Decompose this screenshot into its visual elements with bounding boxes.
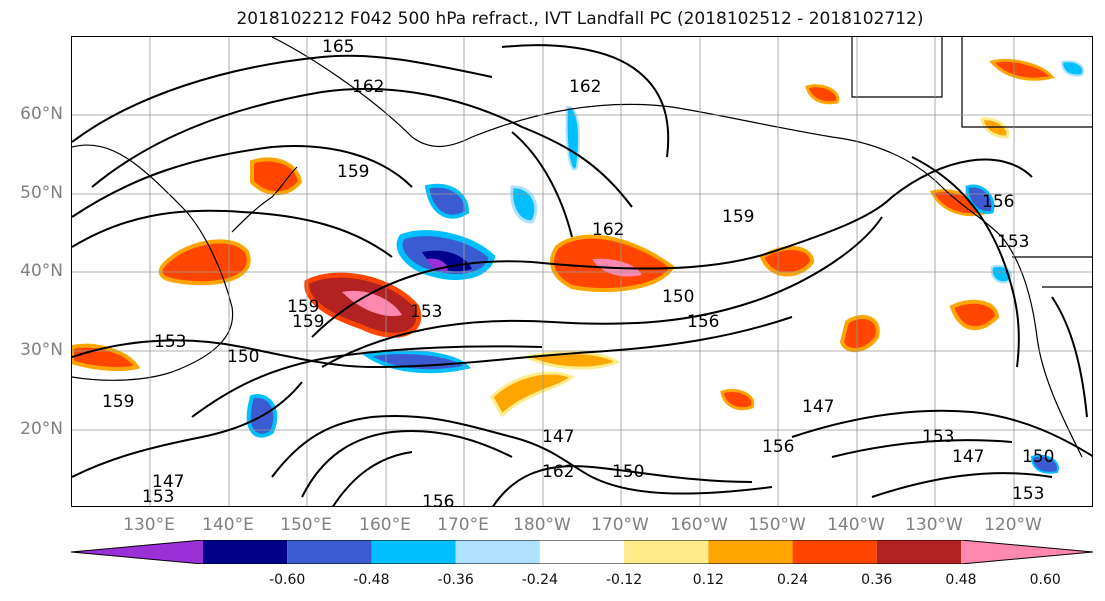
- anomaly-positive: [342, 290, 402, 317]
- anomaly-negative: [361, 350, 471, 374]
- contour-label: 153: [922, 427, 954, 447]
- contour-label: 159: [287, 297, 319, 317]
- anomaly-negative: [422, 250, 472, 272]
- colorbar-tick-label: 0.48: [945, 572, 977, 588]
- contour-label: 159: [722, 207, 754, 227]
- anomaly-negative: [424, 183, 470, 219]
- refractivity-contours: [72, 44, 1092, 506]
- contour-label: 165: [322, 37, 354, 57]
- contour-label: 156: [762, 437, 794, 457]
- anomaly-positive: [522, 350, 621, 370]
- colorbar-tick-label: 0.24: [776, 572, 809, 588]
- colorbar-tick-label: 0.12: [692, 572, 724, 588]
- anomaly-negative: [1030, 454, 1059, 474]
- contour-label: 153: [997, 232, 1029, 252]
- anomaly-positive: [980, 117, 1010, 139]
- contour-label: 159: [292, 312, 324, 332]
- colorbar-tick-label: -0.60: [269, 572, 306, 588]
- contour-label: 150: [612, 462, 644, 482]
- colorbar: [71, 540, 1093, 564]
- colorbar-segment: [455, 540, 540, 564]
- colorbar-segment: [792, 540, 877, 564]
- anomaly-negative: [565, 105, 580, 171]
- colorbar-tick-label: 0.60: [1029, 572, 1061, 588]
- colorbar-tick-label: -0.36: [437, 572, 474, 588]
- anomaly-positive: [250, 157, 303, 196]
- contour-labels: 165 162 162 159 162 159 156 153 150 156 …: [102, 37, 1054, 507]
- colorbar-segment: [876, 540, 961, 564]
- lat-label-50n: 50°N: [20, 183, 63, 203]
- contour-label: 153: [142, 487, 174, 507]
- lon-label-140e: 140°E: [202, 515, 254, 535]
- colorbar-segment: [287, 540, 372, 564]
- colorbar-segment: [708, 540, 793, 564]
- shaded-anomalies: [72, 58, 1085, 474]
- colorbar-segments: [71, 540, 1093, 564]
- anomaly-positive: [989, 58, 1055, 81]
- colorbar-tick-label: -0.12: [605, 572, 643, 588]
- lat-label-20n: 20°N: [20, 419, 63, 439]
- contour-label: 147: [152, 472, 184, 492]
- lon-label-170w: 170°W: [591, 515, 649, 535]
- lon-label-160w: 160°W: [670, 515, 728, 535]
- anomaly-positive: [839, 315, 880, 353]
- contour-label: 153: [154, 332, 186, 352]
- colorbar-segment: [203, 540, 288, 564]
- lon-label-150w: 150°W: [748, 515, 806, 535]
- lon-label-130w: 130°W: [905, 515, 963, 535]
- lon-label-120w: 120°W: [984, 515, 1042, 535]
- contour-label: 156: [982, 192, 1014, 212]
- contour-label: 150: [227, 347, 259, 367]
- lon-label-150e: 150°E: [280, 515, 332, 535]
- contour-label: 156: [687, 312, 719, 332]
- lat-label-30n: 30°N: [20, 340, 63, 360]
- anomaly-positive: [72, 343, 141, 372]
- anomaly-positive: [720, 389, 755, 411]
- contour-label: 156: [422, 492, 454, 507]
- contour-label: 159: [337, 162, 369, 182]
- colorbar-segment: [371, 540, 456, 564]
- contour-label: 162: [592, 220, 624, 240]
- graticule: [72, 37, 1092, 506]
- anomaly-positive: [490, 371, 575, 418]
- lat-label-60n: 60°N: [20, 104, 63, 124]
- anomaly-negative: [1060, 60, 1085, 77]
- contour-label: 159: [102, 392, 134, 412]
- lon-label-160e: 160°E: [359, 515, 411, 535]
- lon-label-170e: 170°E: [437, 515, 489, 535]
- colorbar-tick-label: 0.36: [861, 572, 893, 588]
- contour-label: 162: [352, 77, 384, 97]
- lon-label-140w: 140°W: [827, 515, 885, 535]
- contour-label: 147: [542, 427, 574, 447]
- map-plot-area: 165 162 162 159 162 159 156 153 150 156 …: [71, 36, 1093, 507]
- map-title: 2018102212 F042 500 hPa refract., IVT La…: [236, 9, 924, 29]
- anomaly-positive: [158, 239, 251, 286]
- map-canvas: 165 162 162 159 162 159 156 153 150 156 …: [72, 37, 1092, 507]
- contour-label: 162: [542, 462, 574, 482]
- contour-label: 150: [1022, 447, 1054, 467]
- lon-label-130e: 130°E: [123, 515, 175, 535]
- contour-label: 147: [952, 447, 984, 467]
- contour-label: 153: [1012, 484, 1044, 504]
- colorbar-tick-label: -0.24: [521, 572, 558, 588]
- anomaly-negative: [510, 185, 538, 224]
- contour-label: 153: [410, 302, 442, 322]
- colorbar-extend-low: [71, 540, 203, 564]
- contour-label: 147: [802, 397, 834, 417]
- colorbar-tick-label: -0.48: [353, 572, 390, 588]
- contour-label: 150: [662, 287, 694, 307]
- colorbar-extend-high: [961, 540, 1093, 564]
- colorbar-segment: [539, 540, 625, 564]
- coastlines: [72, 37, 1092, 458]
- contour-label: 162: [569, 77, 601, 97]
- anomaly-positive: [805, 84, 840, 105]
- lat-label-40n: 40°N: [20, 261, 63, 281]
- lon-label-180w: 180°W: [513, 515, 571, 535]
- colorbar-segment: [624, 540, 709, 564]
- anomaly-positive: [949, 299, 1000, 331]
